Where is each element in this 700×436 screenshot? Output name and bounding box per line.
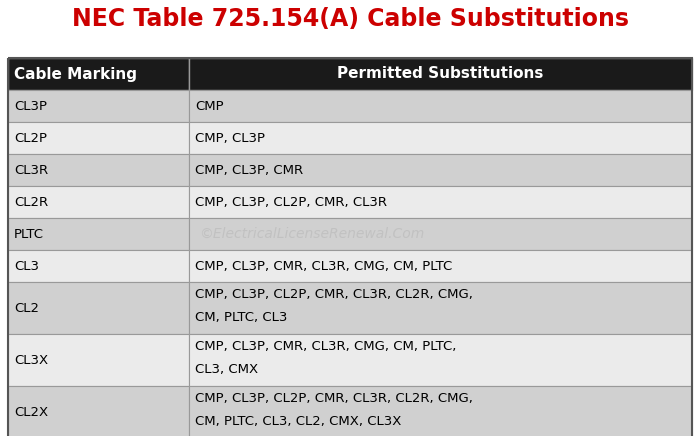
Text: CMP, CL3P, CL2P, CMR, CL3R, CL2R, CMG,: CMP, CL3P, CL2P, CMR, CL3R, CL2R, CMG,: [195, 288, 473, 301]
Bar: [8, 218, 189, 250]
Text: PLTC: PLTC: [14, 228, 44, 241]
Bar: [189, 122, 692, 154]
Text: CL3R: CL3R: [14, 164, 48, 177]
Text: CL2R: CL2R: [14, 195, 48, 208]
Bar: [189, 58, 692, 90]
Text: ©ElectricalLicenseRenewal.Com: ©ElectricalLicenseRenewal.Com: [199, 227, 424, 241]
Text: CMP, CL3P, CL2P, CMR, CL3R, CL2R, CMG,: CMP, CL3P, CL2P, CMR, CL3R, CL2R, CMG,: [195, 392, 473, 405]
Text: NEC Table 725.154(A) Cable Substitutions: NEC Table 725.154(A) Cable Substitutions: [71, 7, 629, 31]
Text: Cable Marking: Cable Marking: [14, 67, 137, 82]
Text: CMP, CL3P, CMR: CMP, CL3P, CMR: [195, 164, 303, 177]
Bar: [8, 282, 189, 334]
Text: Permitted Substitutions: Permitted Substitutions: [337, 67, 544, 82]
Bar: [189, 186, 692, 218]
Bar: [8, 250, 189, 282]
Text: CL3: CL3: [14, 259, 39, 272]
Bar: [8, 122, 189, 154]
Bar: [189, 334, 692, 386]
Text: CL3P: CL3P: [14, 99, 47, 112]
Bar: [8, 186, 189, 218]
Bar: [189, 218, 692, 250]
Text: CM, PLTC, CL3: CM, PLTC, CL3: [195, 310, 288, 324]
Text: CMP: CMP: [195, 99, 224, 112]
Bar: [8, 386, 189, 436]
Text: CM, PLTC, CL3, CL2, CMX, CL3X: CM, PLTC, CL3, CL2, CMX, CL3X: [195, 415, 402, 428]
Bar: [189, 386, 692, 436]
Text: CL2: CL2: [14, 302, 39, 314]
Bar: [189, 154, 692, 186]
Bar: [8, 154, 189, 186]
Text: CMP, CL3P, CL2P, CMR, CL3R: CMP, CL3P, CL2P, CMR, CL3R: [195, 195, 387, 208]
Bar: [8, 58, 692, 436]
Text: CMP, CL3P: CMP, CL3P: [195, 132, 265, 144]
Text: CL3, CMX: CL3, CMX: [195, 363, 258, 375]
Bar: [8, 90, 189, 122]
Text: CMP, CL3P, CMR, CL3R, CMG, CM, PLTC: CMP, CL3P, CMR, CL3R, CMG, CM, PLTC: [195, 259, 452, 272]
Text: CMP, CL3P, CMR, CL3R, CMG, CM, PLTC,: CMP, CL3P, CMR, CL3R, CMG, CM, PLTC,: [195, 340, 456, 353]
Text: CL2P: CL2P: [14, 132, 47, 144]
Bar: [189, 90, 692, 122]
Text: CL3X: CL3X: [14, 354, 48, 367]
Text: CL2X: CL2X: [14, 405, 48, 419]
Bar: [8, 58, 189, 90]
Bar: [8, 334, 189, 386]
Bar: [189, 250, 692, 282]
Bar: [189, 282, 692, 334]
